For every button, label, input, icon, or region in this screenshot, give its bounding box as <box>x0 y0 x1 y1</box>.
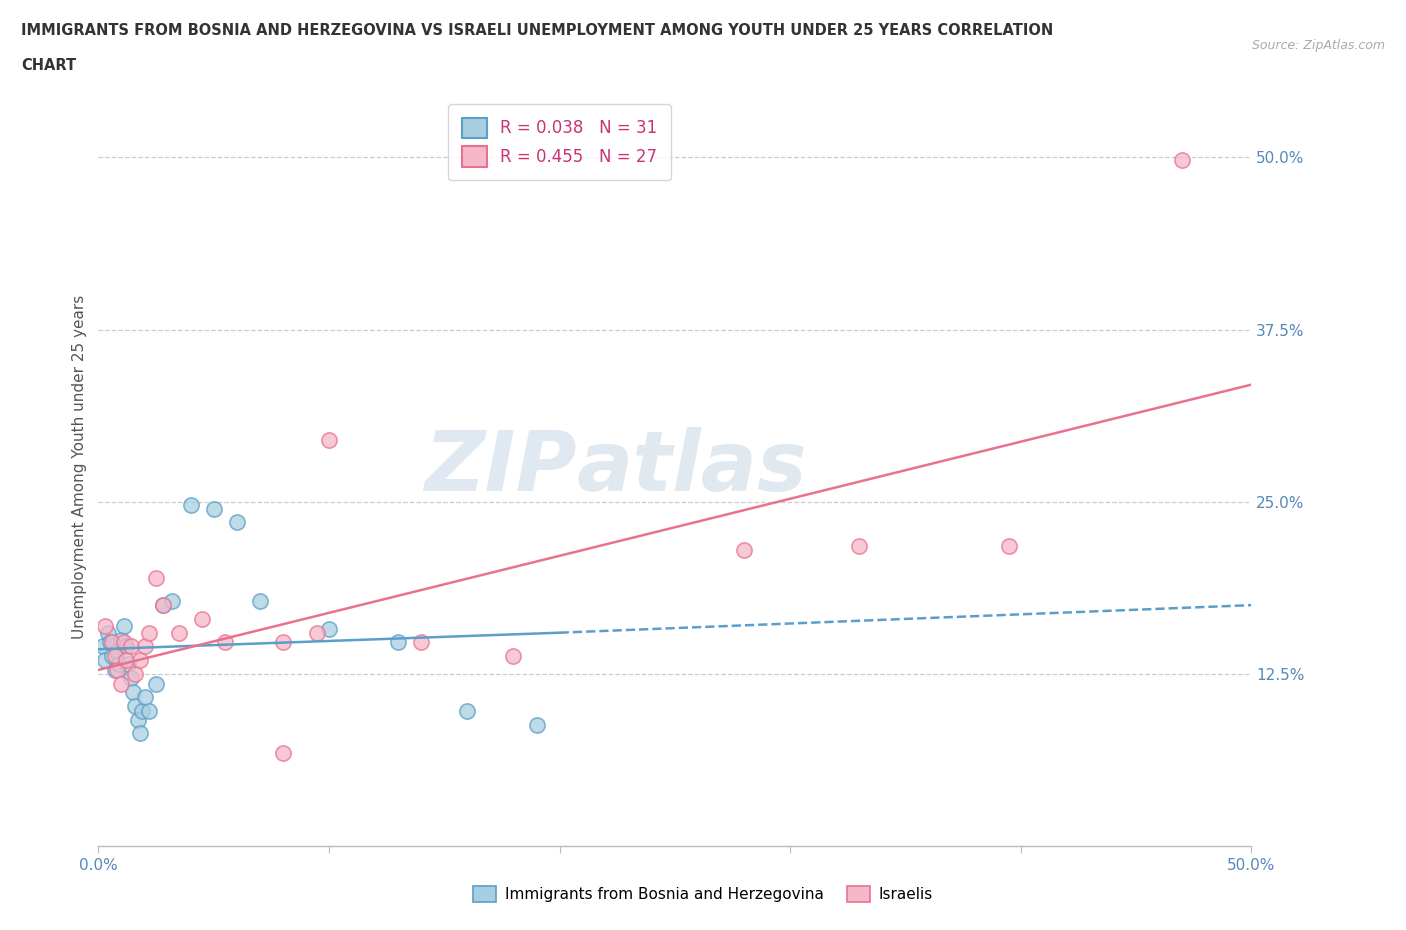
Point <box>101 635 124 650</box>
Point <box>138 704 160 719</box>
Point <box>160 593 183 608</box>
Text: Source: ZipAtlas.com: Source: ZipAtlas.com <box>1251 39 1385 52</box>
Point <box>307 625 329 640</box>
Point <box>145 676 167 691</box>
Point <box>733 542 755 557</box>
Point <box>115 639 138 654</box>
Point <box>180 498 202 512</box>
Point <box>120 639 142 654</box>
Legend: R = 0.038   N = 31, R = 0.455   N = 27: R = 0.038 N = 31, R = 0.455 N = 27 <box>449 104 671 179</box>
Point <box>124 667 146 682</box>
Point <box>411 635 433 650</box>
Point <box>120 671 142 685</box>
Point <box>167 625 190 640</box>
Point <box>98 635 121 650</box>
Point <box>456 704 478 719</box>
Point <box>191 612 214 627</box>
Point <box>108 657 131 671</box>
Point <box>502 649 524 664</box>
Point <box>112 618 135 633</box>
Point <box>848 538 870 553</box>
Point <box>145 570 167 585</box>
Point <box>138 625 160 640</box>
Point <box>91 639 114 654</box>
Point <box>122 684 145 699</box>
Point <box>152 598 174 613</box>
Point <box>131 704 153 719</box>
Point <box>271 745 294 760</box>
Point <box>94 618 117 633</box>
Point <box>1171 153 1194 167</box>
Y-axis label: Unemployment Among Youth under 25 years: Unemployment Among Youth under 25 years <box>72 295 87 640</box>
Point <box>526 718 548 733</box>
Point <box>225 515 247 530</box>
Point <box>110 676 132 691</box>
Point <box>134 690 156 705</box>
Point <box>129 725 152 740</box>
Point <box>105 662 128 677</box>
Point <box>94 653 117 668</box>
Point <box>124 698 146 713</box>
Point <box>103 662 125 677</box>
Point <box>101 649 124 664</box>
Point <box>134 639 156 654</box>
Text: ZIP: ZIP <box>425 427 576 508</box>
Point <box>129 653 152 668</box>
Legend: Immigrants from Bosnia and Herzegovina, Israelis: Immigrants from Bosnia and Herzegovina, … <box>467 880 939 909</box>
Point <box>127 712 149 727</box>
Point <box>115 653 138 668</box>
Point <box>387 635 409 650</box>
Point <box>112 635 135 650</box>
Text: IMMIGRANTS FROM BOSNIA AND HERZEGOVINA VS ISRAELI UNEMPLOYMENT AMONG YOUTH UNDER: IMMIGRANTS FROM BOSNIA AND HERZEGOVINA V… <box>21 23 1053 38</box>
Point <box>152 598 174 613</box>
Text: atlas: atlas <box>576 427 807 508</box>
Point <box>105 644 128 658</box>
Point <box>103 649 125 664</box>
Point <box>998 538 1021 553</box>
Text: CHART: CHART <box>21 58 76 73</box>
Point <box>271 635 294 650</box>
Point <box>97 625 120 640</box>
Point <box>110 632 132 647</box>
Point <box>249 593 271 608</box>
Point <box>318 432 340 447</box>
Point <box>214 635 236 650</box>
Point <box>117 657 139 671</box>
Point <box>202 501 225 516</box>
Point <box>318 621 340 636</box>
